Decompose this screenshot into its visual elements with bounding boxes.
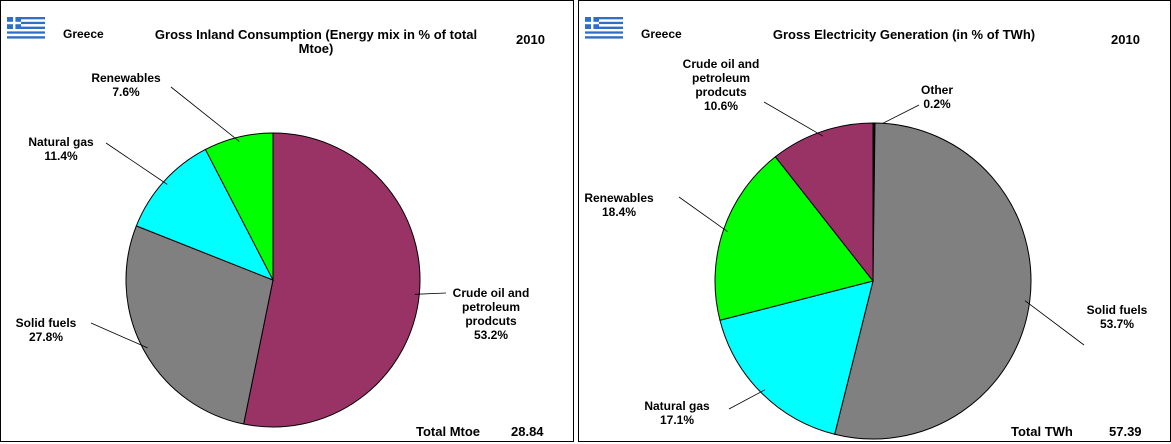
flag-stripe bbox=[585, 21, 623, 25]
value-label: 53.7% bbox=[1099, 317, 1135, 331]
flag-stripe bbox=[585, 26, 623, 29]
value-label: 53.2% bbox=[473, 328, 509, 342]
category-label: Natural gas bbox=[644, 399, 710, 413]
flag-cross bbox=[7, 21, 21, 25]
pie-slice bbox=[834, 122, 1032, 440]
leader-line bbox=[90, 322, 148, 349]
chart bbox=[585, 17, 1085, 440]
value-label: 27.8% bbox=[28, 330, 64, 344]
total-label: Total TWh bbox=[1011, 424, 1073, 439]
category-label: Solid fuels bbox=[15, 316, 77, 330]
pie-slice bbox=[135, 148, 275, 281]
flag-stripe bbox=[7, 31, 45, 34]
total-value: 28.84 bbox=[511, 424, 544, 439]
flag-cross bbox=[585, 21, 599, 25]
chart-panel: Greece Gross Inland Consumption (Energy m… bbox=[0, 0, 574, 442]
category-label: Natural gas bbox=[28, 135, 94, 149]
category-label: Crude oil and petroleum prodcuts bbox=[682, 57, 760, 99]
leader-line bbox=[728, 389, 766, 410]
flag-stripe bbox=[585, 31, 623, 34]
flag-stripe bbox=[7, 26, 45, 29]
slice-label: Other 0.2% bbox=[897, 83, 977, 111]
pie-slice bbox=[125, 225, 274, 425]
leader-line bbox=[1024, 300, 1085, 346]
leader-line bbox=[105, 142, 168, 185]
slice-label: Natural gas 11.4% bbox=[21, 135, 101, 163]
flag-stripe bbox=[7, 17, 45, 20]
pie-slice bbox=[243, 132, 421, 428]
slice-label: Crude oil and petroleum prodcuts 53.2% bbox=[441, 286, 541, 342]
slice-label: Renewables 18.4% bbox=[579, 191, 659, 219]
pie-slice bbox=[204, 132, 274, 281]
flag-stripe bbox=[585, 36, 623, 39]
country: Greece bbox=[63, 27, 104, 41]
chart bbox=[7, 17, 447, 428]
value-label: 11.4% bbox=[44, 149, 78, 163]
flag-stripe bbox=[7, 24, 45, 27]
total-value: 57.39 bbox=[1109, 424, 1142, 439]
year: 2010 bbox=[1111, 32, 1140, 47]
chart-title: Gross Electricity Generation (in % of TW… bbox=[772, 27, 1036, 42]
leader-line bbox=[678, 196, 729, 233]
leader-line bbox=[170, 86, 240, 142]
pie-slice bbox=[774, 122, 874, 283]
value-label: 0.2% bbox=[923, 97, 951, 111]
flag bbox=[7, 17, 45, 39]
leader-line bbox=[763, 101, 824, 137]
flag-stripe bbox=[7, 33, 45, 37]
value-label: 17.1% bbox=[659, 413, 695, 427]
chart-title: Gross Inland Consumption (Energy mix in … bbox=[154, 27, 478, 56]
leader-line bbox=[414, 292, 447, 295]
slice-label: Solid fuels 27.8% bbox=[11, 316, 81, 344]
flag-stripe bbox=[7, 21, 45, 25]
flag bbox=[585, 17, 623, 39]
flag-stripe bbox=[585, 19, 623, 22]
year: 2010 bbox=[516, 32, 545, 47]
category-label: Renewables bbox=[91, 71, 161, 85]
value-label: 10.6% bbox=[703, 99, 739, 113]
pie-slice bbox=[714, 156, 874, 321]
flag-stripe bbox=[585, 24, 623, 27]
slice-label: Solid fuels 53.7% bbox=[1067, 303, 1167, 331]
chart-panel: Greece Gross Electricity Generation (in %… bbox=[578, 0, 1171, 442]
flag-stripe bbox=[7, 19, 45, 22]
pie-slice bbox=[719, 280, 874, 435]
category-label: Renewables bbox=[584, 191, 654, 205]
slice-label: Natural gas 17.1% bbox=[627, 399, 727, 427]
flag-stripe bbox=[585, 29, 623, 32]
flag-stripe bbox=[585, 33, 623, 37]
total-label: Total Mtoe bbox=[416, 424, 481, 439]
slice-label: Crude oil and petroleum prodcuts 10.6% bbox=[671, 57, 771, 113]
flag-stripe bbox=[585, 17, 623, 20]
category-label: Other bbox=[920, 83, 953, 97]
category-label: Crude oil and petroleum prodcuts bbox=[452, 286, 530, 328]
category-label: Solid fuels bbox=[1086, 303, 1148, 317]
value-label: 7.6% bbox=[112, 85, 140, 99]
flag-stripe bbox=[7, 29, 45, 32]
value-label: 18.4% bbox=[601, 205, 637, 219]
slice-label: Renewables 7.6% bbox=[86, 71, 166, 99]
country: Greece bbox=[641, 27, 682, 41]
flag-stripe bbox=[7, 36, 45, 39]
